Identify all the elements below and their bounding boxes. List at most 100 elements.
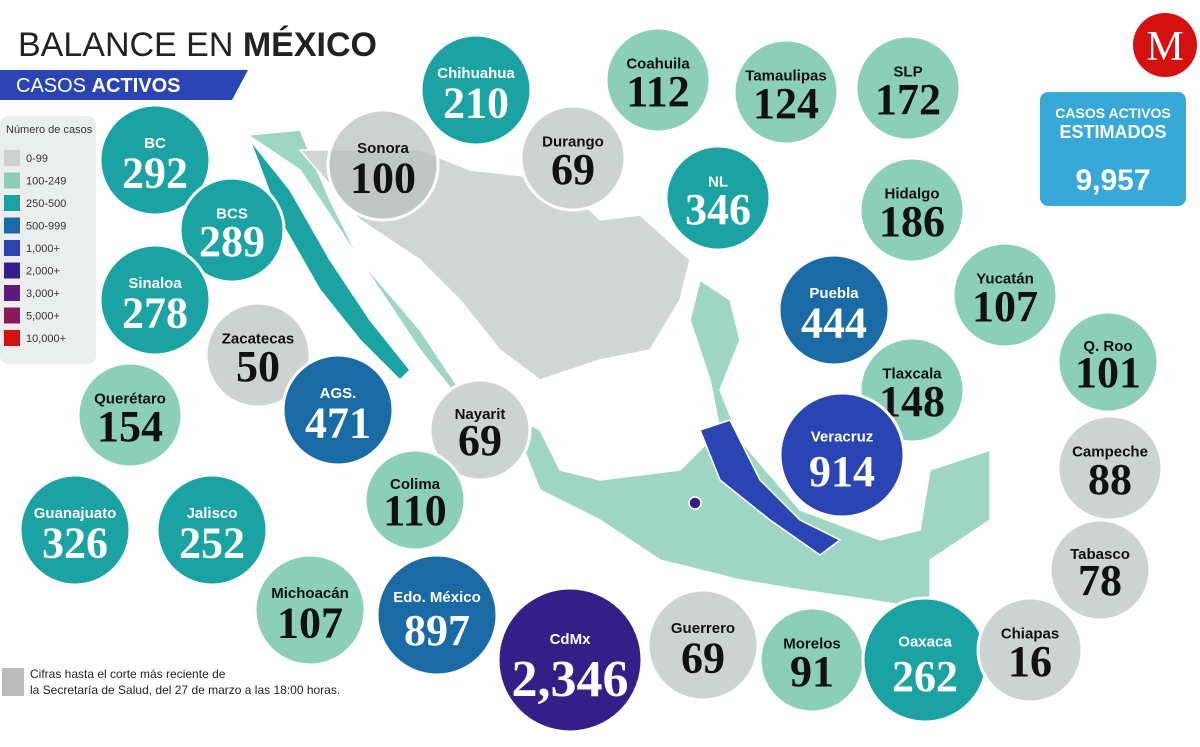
state-name: Coahuila: [626, 56, 690, 73]
state-name: Campeche: [1072, 444, 1148, 461]
state-name: Querétaro: [94, 391, 166, 408]
state-value: 326: [42, 519, 108, 568]
state-circle: [777, 253, 891, 367]
state-name: Nayarit: [455, 406, 506, 423]
state-value: 69: [458, 416, 502, 465]
state-value: 78: [1078, 556, 1122, 605]
state-circle: [496, 586, 644, 734]
mainland: [245, 129, 991, 611]
subtitle-bold: ACTIVOS: [92, 75, 181, 97]
state-value: 107: [277, 599, 343, 648]
state-value: 252: [179, 519, 245, 568]
state-name: Guanajuato: [34, 505, 117, 522]
state-value: 292: [122, 149, 188, 198]
state-name: BCS: [216, 206, 248, 223]
legend-swatch: [4, 330, 20, 346]
legend-swatch: [4, 262, 20, 279]
state-circle: [326, 108, 440, 222]
logo-text: M: [1146, 24, 1183, 70]
state-circle: [858, 156, 966, 264]
state-circle: [778, 391, 906, 519]
state-value: 154: [97, 402, 163, 451]
legend-swatch: [4, 240, 20, 256]
cdmx-shape: [688, 496, 702, 510]
state-circle: [155, 473, 269, 587]
state-value: 101: [1075, 348, 1141, 397]
state-name: Michoacán: [271, 585, 349, 602]
state-name: Tlaxcala: [882, 366, 942, 383]
state-name: Chiapas: [1001, 626, 1059, 643]
legend-swatch: [4, 172, 20, 189]
state-circle: [664, 144, 772, 252]
state-value: 69: [681, 634, 725, 683]
legend-label: 100-249: [26, 176, 66, 188]
state-value: 124: [753, 79, 819, 128]
state-circle: [204, 301, 312, 409]
state-value: 100: [350, 154, 416, 203]
state-value: 444: [801, 299, 867, 348]
legend-title: Número de casos: [6, 124, 93, 136]
state-name: NL: [708, 174, 728, 191]
state-name: AGS.: [320, 385, 357, 402]
legend-label: 250-500: [26, 198, 66, 210]
state-value: 88: [1088, 455, 1132, 504]
state-circle: [363, 448, 467, 552]
state-value: 897: [404, 606, 470, 655]
state-name: Sonora: [357, 140, 409, 157]
subtitle: CASOS ACTIVOS: [16, 75, 181, 97]
state-circle: [281, 353, 395, 467]
state-name: Morelos: [783, 636, 841, 653]
state-bubble: Oaxaca 262: [861, 596, 989, 724]
legend-label: 0-99: [26, 153, 48, 165]
state-circle: [519, 104, 627, 212]
legend-label: 3,000+: [26, 288, 60, 300]
state-value: 112: [626, 67, 690, 116]
legend-label: 10,000+: [26, 333, 66, 345]
legend-box: [0, 116, 96, 364]
title: BALANCE EN MÉXICO: [18, 26, 377, 64]
state-name: Tamaulipas: [745, 68, 826, 85]
state-name: Jalisco: [187, 505, 238, 522]
state-circle: [98, 103, 212, 217]
state-name: Zacatecas: [222, 331, 295, 348]
state-value: 210: [443, 79, 509, 128]
state-value: 186: [879, 197, 945, 246]
state-circle: [854, 34, 962, 142]
state-value: 914: [809, 447, 875, 496]
subtitle-light: CASOS: [16, 75, 86, 97]
state-value: 278: [122, 289, 188, 338]
state-value: 289: [199, 217, 265, 266]
logo: [1133, 13, 1197, 77]
footnote-marker: [2, 668, 24, 696]
state-name: BC: [144, 135, 166, 152]
state-name: SLP: [893, 64, 922, 81]
state-name: Chihuahua: [437, 65, 515, 82]
state-name: Durango: [542, 134, 604, 151]
state-bubble: CdMx 2,346: [496, 586, 644, 734]
state-name: Guerrero: [671, 620, 735, 637]
legend-label: 500-999: [26, 221, 66, 233]
state-name: Sinaloa: [128, 275, 182, 292]
state-value: 16: [1008, 637, 1052, 686]
subtitle-band: [0, 70, 248, 100]
state-circle: [76, 361, 184, 469]
